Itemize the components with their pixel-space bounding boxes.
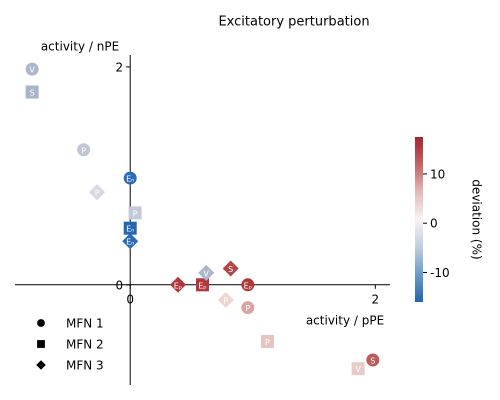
marker	[260, 334, 274, 348]
marker	[123, 221, 137, 235]
marker	[222, 260, 239, 277]
legend-label: MFN 1	[66, 317, 104, 331]
x-tick-label: 0	[126, 292, 134, 306]
colorbar	[415, 137, 423, 302]
x-tick-label: 2	[371, 292, 379, 306]
marker	[351, 362, 365, 376]
marker-label: P	[223, 297, 228, 306]
x-axis-label: activity / pPE	[306, 314, 384, 328]
marker	[366, 353, 380, 367]
marker	[196, 278, 209, 292]
marker	[123, 171, 137, 185]
y-axis-label: activity / nPE	[41, 40, 119, 54]
marker	[37, 340, 45, 348]
marker-label: Eₚ	[244, 281, 252, 290]
marker-label: P	[95, 189, 100, 198]
marker-label: S	[30, 89, 35, 98]
marker-label: Eₙ	[126, 175, 134, 184]
marker	[25, 62, 39, 76]
marker	[217, 292, 234, 309]
marker	[198, 264, 215, 281]
marker	[128, 206, 142, 220]
marker-label: S	[228, 265, 233, 274]
colorbar-tick-label: 10	[430, 167, 445, 181]
legend-label: MFN 2	[66, 338, 104, 352]
marker-label: P	[245, 304, 250, 313]
y-tick-label: 0	[116, 278, 124, 292]
marker-label: Eₚ	[198, 281, 206, 290]
marker	[37, 319, 45, 327]
y-tick-label: 2	[116, 60, 124, 74]
marker-label: Eₙ	[126, 225, 134, 234]
marker	[25, 85, 39, 99]
marker-label: V	[203, 269, 209, 278]
marker	[122, 233, 139, 250]
marker-label: P	[265, 338, 270, 347]
marker-label: V	[29, 66, 35, 75]
colorbar-label: deviation (%)	[470, 179, 484, 259]
legend-label: MFN 3	[66, 359, 104, 373]
marker	[241, 278, 255, 292]
marker	[89, 184, 106, 201]
marker-label: P	[133, 209, 138, 218]
marker	[36, 360, 46, 370]
marker-label: Eₙ	[126, 238, 134, 247]
marker-label: S	[370, 356, 375, 365]
chart-title: Excitatory perturbation	[218, 15, 369, 30]
marker-label: V	[355, 365, 361, 374]
marker	[169, 276, 186, 293]
marker	[241, 301, 255, 315]
marker-label: Eₚ	[174, 281, 182, 290]
marker-label: P	[81, 146, 86, 155]
colorbar-tick-label: 0	[430, 217, 438, 231]
colorbar-tick-label: -10	[430, 266, 450, 280]
marker	[77, 143, 91, 157]
